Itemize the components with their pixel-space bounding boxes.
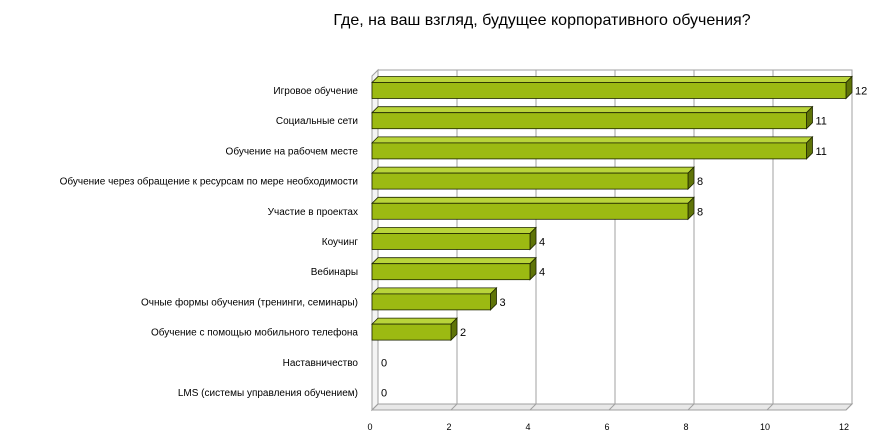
value-label: 3 bbox=[500, 297, 506, 309]
chart-title: Где, на ваш взгляд, будущее корпоративно… bbox=[333, 12, 751, 29]
bar-top bbox=[371, 287, 498, 295]
x-tick-label: 0 bbox=[367, 422, 372, 432]
bar bbox=[371, 233, 531, 250]
category-label: Вебинары bbox=[311, 266, 358, 278]
category-label: Обучение через обращение к ресурсам по м… bbox=[60, 176, 358, 188]
x-tick-label: 12 bbox=[839, 422, 849, 432]
bar bbox=[371, 202, 689, 220]
bar-top bbox=[371, 227, 537, 234]
bar bbox=[371, 172, 689, 190]
value-label: 4 bbox=[539, 267, 545, 279]
category-label: Обучение на рабочем месте bbox=[226, 145, 359, 157]
value-label: 8 bbox=[697, 206, 703, 218]
labels-layer: 0 2 4 6 8 10 12 Игровое обучение 12 Социальные се… bbox=[60, 85, 868, 432]
category-label: Коучинг bbox=[322, 237, 359, 248]
category-label: Обучение с помощью мобильного телефона bbox=[151, 327, 358, 339]
category-label: Игровое обучение bbox=[273, 85, 358, 97]
gridline-floor bbox=[529, 403, 537, 411]
bar-top bbox=[371, 166, 695, 174]
value-label: 11 bbox=[816, 116, 827, 128]
value-label: 0 bbox=[381, 357, 387, 369]
bar-top bbox=[371, 136, 814, 144]
gridline-floor bbox=[845, 403, 853, 411]
bar-top bbox=[371, 317, 458, 325]
category-label: Наставничество bbox=[283, 358, 359, 369]
gridline-floor bbox=[371, 403, 379, 411]
gridline-floor bbox=[766, 403, 774, 411]
bar-top bbox=[371, 76, 853, 83]
value-label: 12 bbox=[855, 86, 867, 98]
category-label: Социальные сети bbox=[276, 116, 358, 127]
bar-top bbox=[371, 106, 814, 114]
bar-top bbox=[371, 257, 537, 265]
x-tick-label: 8 bbox=[683, 422, 688, 432]
bars-layer bbox=[371, 75, 853, 342]
x-tick-label: 6 bbox=[604, 422, 609, 432]
value-label: 4 bbox=[539, 237, 545, 249]
gridline-floor bbox=[687, 403, 695, 411]
bar bbox=[371, 142, 807, 160]
category-label: LMS (системы управления обучением) bbox=[178, 387, 358, 399]
bar bbox=[371, 263, 531, 281]
bar bbox=[371, 293, 491, 311]
value-label: 0 bbox=[381, 388, 387, 400]
gridline-floor bbox=[450, 403, 458, 411]
value-label: 2 bbox=[460, 327, 466, 339]
bar-top bbox=[371, 196, 695, 204]
x-tick-label: 2 bbox=[446, 422, 451, 432]
value-label: 11 bbox=[816, 146, 827, 158]
bar bbox=[371, 323, 452, 341]
x-tick-label: 4 bbox=[525, 422, 530, 432]
gridline-floor bbox=[608, 403, 616, 411]
category-label: Очные формы обучения (тренинги, семинары… bbox=[141, 296, 358, 308]
value-label: 8 bbox=[697, 176, 703, 188]
category-label: Участие в проектах bbox=[268, 207, 358, 218]
bar bbox=[371, 112, 807, 130]
bar bbox=[371, 82, 847, 99]
x-tick-label: 10 bbox=[760, 422, 770, 432]
